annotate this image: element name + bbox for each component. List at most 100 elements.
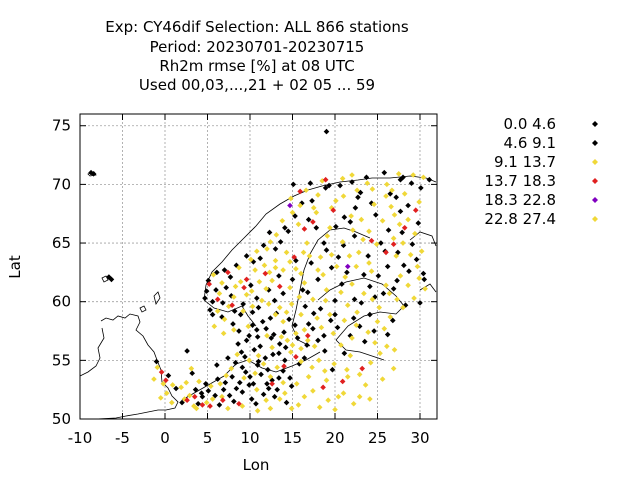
data-point xyxy=(353,322,360,328)
data-point xyxy=(367,359,374,366)
data-point xyxy=(209,298,216,305)
data-point xyxy=(340,390,347,396)
data-point xyxy=(411,295,417,301)
data-point xyxy=(332,297,338,304)
data-point xyxy=(405,202,411,209)
data-point xyxy=(305,373,312,380)
data-point xyxy=(212,392,218,399)
data-point xyxy=(282,224,288,231)
title-line-4: Used 00,03,...,21 + 02 05 ... 59 xyxy=(139,76,375,94)
data-point xyxy=(280,318,286,325)
data-point xyxy=(165,372,172,379)
data-point xyxy=(333,198,339,204)
data-point xyxy=(371,328,377,334)
data-point xyxy=(338,289,344,296)
data-point xyxy=(237,278,244,285)
data-point xyxy=(249,322,256,328)
y-axis-label: Lat xyxy=(6,255,24,279)
data-point xyxy=(323,247,330,253)
data-point xyxy=(254,386,260,393)
data-point xyxy=(243,337,250,344)
data-point xyxy=(308,260,314,266)
data-point xyxy=(189,370,195,377)
data-point xyxy=(225,269,231,276)
data-point xyxy=(340,193,347,199)
data-point xyxy=(241,375,247,381)
data-point xyxy=(377,350,383,357)
data-point xyxy=(290,181,297,188)
data-point xyxy=(304,240,310,246)
data-point xyxy=(236,264,242,271)
data-point xyxy=(368,200,375,206)
data-point xyxy=(324,233,331,239)
data-point xyxy=(269,344,275,351)
data-point xyxy=(344,263,351,270)
data-point xyxy=(281,363,287,370)
data-point xyxy=(391,346,398,353)
data-point xyxy=(298,270,304,277)
data-point xyxy=(248,256,254,263)
data-point xyxy=(323,128,330,135)
data-point xyxy=(329,366,336,373)
data-point xyxy=(230,321,236,327)
data-point xyxy=(181,396,188,402)
data-point xyxy=(412,230,418,237)
data-point xyxy=(227,274,234,280)
data-point xyxy=(258,371,264,378)
data-point xyxy=(305,289,311,296)
data-point xyxy=(188,365,195,372)
data-point xyxy=(301,226,308,232)
data-point xyxy=(235,341,241,347)
data-point xyxy=(322,176,329,183)
data-point xyxy=(376,304,382,311)
data-point xyxy=(315,337,321,344)
data-point xyxy=(297,202,303,209)
data-point xyxy=(390,235,397,242)
data-point xyxy=(265,287,272,293)
data-point xyxy=(313,209,320,216)
data-point xyxy=(349,179,355,185)
data-point xyxy=(344,302,351,309)
data-point xyxy=(356,393,363,400)
data-point xyxy=(331,361,337,367)
data-point xyxy=(298,311,304,318)
data-point xyxy=(297,188,303,195)
data-point xyxy=(351,233,358,239)
data-point xyxy=(260,391,267,398)
coastline-map xyxy=(79,171,437,420)
data-point xyxy=(372,339,378,346)
data-point xyxy=(262,270,269,277)
data-point xyxy=(257,255,263,262)
data-point xyxy=(358,216,365,223)
data-point xyxy=(341,350,348,357)
data-point xyxy=(405,216,411,223)
data-point xyxy=(292,322,298,328)
data-point xyxy=(272,311,279,318)
data-point xyxy=(289,276,296,283)
x-tick-label: -5 xyxy=(115,429,130,447)
data-point xyxy=(288,349,294,355)
data-point xyxy=(333,223,339,230)
data-point xyxy=(323,287,330,293)
data-point xyxy=(422,285,428,292)
data-point xyxy=(163,390,170,396)
data-point xyxy=(365,253,371,259)
data-point xyxy=(341,214,348,221)
data-point xyxy=(239,389,246,395)
data-point xyxy=(418,248,425,255)
data-point xyxy=(383,193,389,199)
data-point xyxy=(214,296,221,303)
data-point xyxy=(322,368,328,374)
data-point xyxy=(219,314,225,320)
data-point xyxy=(354,187,360,194)
data-point xyxy=(350,315,357,321)
data-point xyxy=(251,346,258,353)
y-tick-label: 70 xyxy=(52,175,71,193)
data-point xyxy=(334,324,341,331)
data-point xyxy=(293,381,300,387)
data-point xyxy=(306,253,313,259)
y-tick-label: 55 xyxy=(52,351,71,369)
data-point xyxy=(209,396,216,402)
data-point xyxy=(380,290,387,297)
data-point xyxy=(245,323,252,330)
